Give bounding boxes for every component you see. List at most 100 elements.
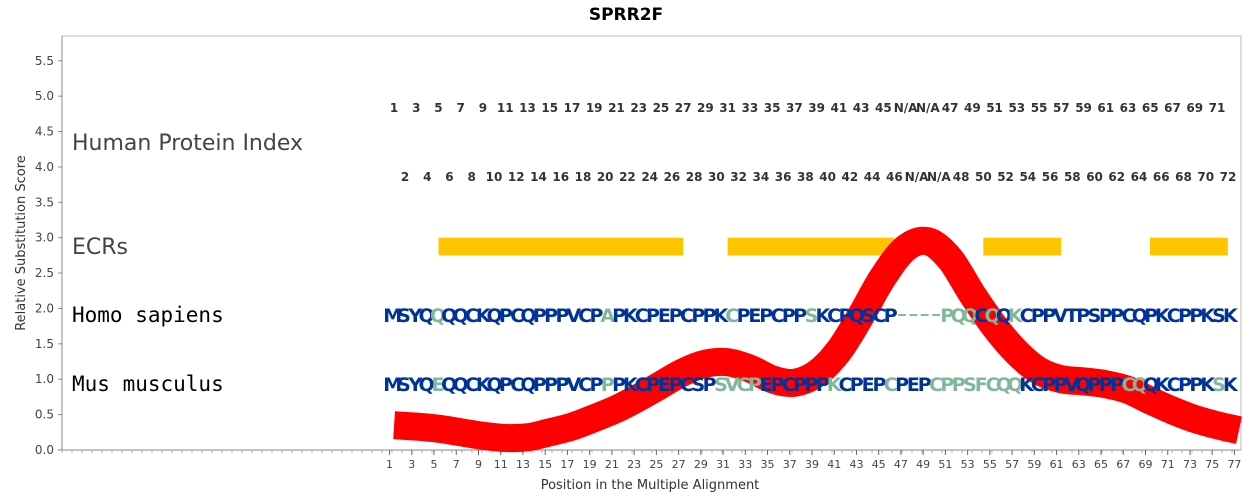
mouse-seq-residue: S: [963, 374, 977, 396]
human-seq-residue: P: [533, 305, 547, 327]
x-tick-label: 41: [827, 458, 841, 471]
index-label-bottom: 16: [552, 170, 569, 184]
index-label-bottom: 38: [797, 170, 814, 184]
index-label-bottom: 24: [641, 170, 658, 184]
mouse-seq-residue: C: [1167, 374, 1181, 396]
mouse-seq-residue: P: [872, 374, 886, 396]
mouse-seq-residue: K: [623, 374, 639, 396]
index-label-top: 27: [675, 101, 692, 115]
human-seq-residue: C: [771, 305, 785, 327]
mouse-seq-residue: E: [907, 374, 920, 396]
human-seq-residue: P: [703, 305, 717, 327]
mouse-seq-residue: P: [952, 374, 966, 396]
x-tick-label: 47: [894, 458, 908, 471]
mouse-seq-residue: P: [703, 374, 717, 396]
x-tick-label: 69: [1139, 458, 1153, 471]
index-label-bottom: 70: [1197, 170, 1214, 184]
mouse-seq-residue: E: [658, 374, 671, 396]
mouse-seq-residue: P: [612, 374, 626, 396]
human-seq-residue: E: [748, 305, 761, 327]
ecr-bar: [438, 237, 684, 256]
x-tick-label: 49: [916, 458, 930, 471]
mouse-seq-residue: K: [1223, 374, 1239, 396]
human-seq-residue: P: [1178, 305, 1192, 327]
x-tick-label: 21: [605, 458, 619, 471]
human-seq-residue: K: [714, 305, 730, 327]
human-seq-residue: K: [476, 305, 492, 327]
human-seq-residue: E: [658, 305, 671, 327]
mouse-seq-residue: P: [850, 374, 864, 396]
x-tick-label: 67: [1116, 458, 1130, 471]
mouse-seq-residue: P: [1054, 374, 1068, 396]
mouse-seq-residue: E: [431, 374, 444, 396]
index-label-top: 9: [479, 101, 487, 115]
human-seq-residue: Q: [520, 305, 536, 327]
mouse-seq-residue: S: [691, 374, 705, 396]
index-label-top: 33: [742, 101, 759, 115]
human-seq-residue: C: [725, 305, 739, 327]
index-label-bottom: 2: [401, 170, 409, 184]
human-seq-residue: Q: [1132, 305, 1148, 327]
mouse-seq-residue: K: [1019, 374, 1035, 396]
y-axis-label: Relative Substitution Score: [14, 155, 29, 331]
y-tick-label: 1.0: [35, 372, 54, 386]
mouse-seq-residue: P: [1189, 374, 1203, 396]
index-label-bottom: 68: [1175, 170, 1192, 184]
human-seq-residue: P: [737, 305, 751, 327]
x-tick-label: 59: [1027, 458, 1041, 471]
x-tick-label: 13: [516, 458, 530, 471]
x-tick-label: 15: [538, 458, 552, 471]
mouse-seq-residue: Y: [407, 374, 422, 396]
y-tick-label: 0.0: [35, 443, 54, 457]
index-label-top: 19: [586, 101, 603, 115]
x-tick-label: 3: [408, 458, 415, 471]
y-tick-label: 1.5: [35, 337, 54, 351]
index-labels: 1 3 5 7 9 11 13 15 17 19 21 23 25 27 29 31 33 35 37 39 41 43 4…: [390, 101, 1237, 184]
x-axis-label: Position in the Multiple Alignment: [541, 478, 760, 493]
human-seq-residue: Q: [849, 305, 865, 327]
human-seq-residue: C: [680, 305, 694, 327]
index-label-top: 65: [1142, 101, 1159, 115]
index-label-top: 13: [519, 101, 536, 115]
index-label-top: 17: [564, 101, 581, 115]
ecr-bar: [983, 237, 1062, 256]
mouse-seq-residue: P: [1042, 374, 1056, 396]
mouse-seq-residue: P: [589, 374, 603, 396]
mouse-seq-residue: F: [975, 374, 988, 396]
mouse-seq-residue: P: [918, 374, 932, 396]
human-seq-residue: C: [827, 305, 841, 327]
index-label-bottom: 10: [486, 170, 503, 184]
human-seq-residue: K: [815, 305, 831, 327]
index-label-bottom: 36: [775, 170, 792, 184]
mouse-seq-residue: P: [1110, 374, 1124, 396]
mouse-seq-residue: V: [1065, 374, 1080, 396]
mouse-seq-residue: P: [646, 374, 660, 396]
mouse-seq-residue: E: [760, 374, 773, 396]
human-seq-residue: P: [759, 305, 773, 327]
index-label-top: 45: [875, 101, 892, 115]
index-label-top: 29: [697, 101, 714, 115]
mouse-seq-residue: P: [601, 374, 615, 396]
mouse-seq-residue: K: [1155, 374, 1171, 396]
index-label-top: 7: [457, 101, 465, 115]
x-tick-label: 75: [1205, 458, 1219, 471]
mouse-seq-residue: V: [725, 374, 740, 396]
mouse-seq-residue: K: [476, 374, 492, 396]
human-seq-residue: P: [691, 305, 705, 327]
index-label-top: 69: [1186, 101, 1203, 115]
mouse-seq-residue: C: [578, 374, 592, 396]
x-tick-label: 5: [431, 458, 438, 471]
x-tick-label: 33: [738, 458, 752, 471]
human-seq-residue: K: [623, 305, 639, 327]
mouse-seq-residue: V: [566, 374, 581, 396]
y-tick-label: 0.5: [35, 408, 54, 422]
human-seq-residue: P: [669, 305, 683, 327]
y-tick-label: 4.0: [35, 160, 54, 174]
index-label-bottom: 8: [468, 170, 476, 184]
human-seq-residue: S: [861, 305, 875, 327]
index-label-top: 67: [1164, 101, 1181, 115]
mouse-seq-residue: Q: [1007, 374, 1023, 396]
index-label-bottom: 26: [664, 170, 681, 184]
index-label-bottom: 22: [619, 170, 636, 184]
human-seq-residue: Q: [486, 305, 502, 327]
